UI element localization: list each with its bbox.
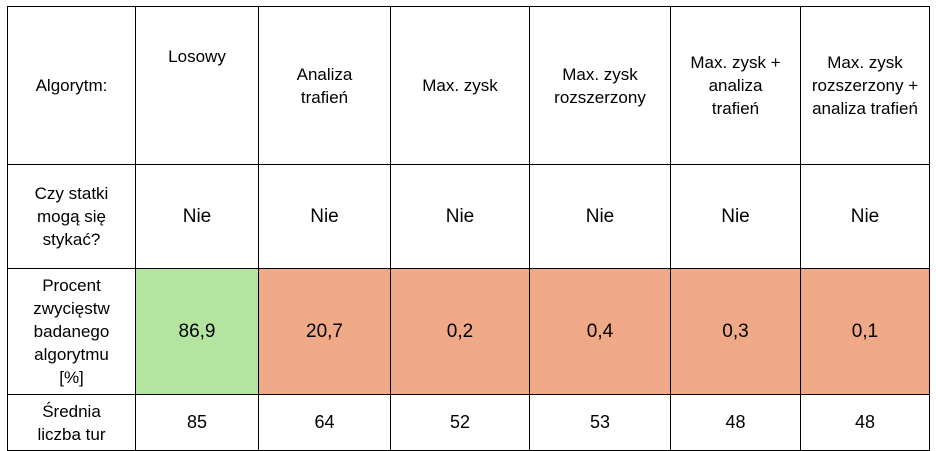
row-label-avg-turns: Średnia liczba tur <box>7 394 136 451</box>
table-cell: 52 <box>390 394 530 451</box>
algorithm-header-max-zysk-rozszerzony-analiza: Max. zysk rozszerzony + analiza trafień <box>800 6 930 165</box>
algorithm-header-max-zysk: Max. zysk <box>390 6 530 165</box>
table-row: Czy statki mogą się stykać? Nie Nie Nie … <box>7 164 930 269</box>
table-cell: 48 <box>800 394 930 451</box>
table-cell: Nie <box>800 164 930 269</box>
table-cell: 64 <box>258 394 391 451</box>
table-cell: Nie <box>135 164 259 269</box>
table-cell-highlight: 0,1 <box>800 268 930 395</box>
table-cell: Nie <box>529 164 671 269</box>
table-cell: 85 <box>135 394 259 451</box>
algorithm-header-max-zysk-rozszerzony: Max. zysk rozszerzony <box>529 6 671 165</box>
header-row: Algorytm: Losowy Analiza trafień Max. zy… <box>7 6 930 165</box>
table-cell-highlight: 0,2 <box>390 268 530 395</box>
row-label-ships-touch: Czy statki mogą się stykać? <box>7 164 136 269</box>
algorithm-header-max-zysk-analiza: Max. zysk + analiza trafień <box>670 6 801 165</box>
table-cell: 48 <box>670 394 801 451</box>
table-cell-highlight: 20,7 <box>258 268 391 395</box>
table-cell: Nie <box>258 164 391 269</box>
algorithm-header-losowy: Losowy <box>135 6 259 165</box>
table-row: Procent zwycięstw badanego algorytmu [%]… <box>7 268 930 395</box>
table-cell-highlight-best: 86,9 <box>135 268 259 395</box>
table-cell: Nie <box>670 164 801 269</box>
header-label-cell: Algorytm: <box>7 6 136 165</box>
table-cell: Nie <box>390 164 530 269</box>
algorithm-header-analiza-trafien: Analiza trafień <box>258 6 391 165</box>
row-label-win-percent: Procent zwycięstw badanego algorytmu [%] <box>7 268 136 395</box>
table-cell-highlight: 0,3 <box>670 268 801 395</box>
table-row: Średnia liczba tur 85 64 52 53 48 48 <box>7 394 930 451</box>
table-cell-highlight: 0,4 <box>529 268 671 395</box>
table-cell: 53 <box>529 394 671 451</box>
results-table: Algorytm: Losowy Analiza trafień Max. zy… <box>7 6 930 451</box>
